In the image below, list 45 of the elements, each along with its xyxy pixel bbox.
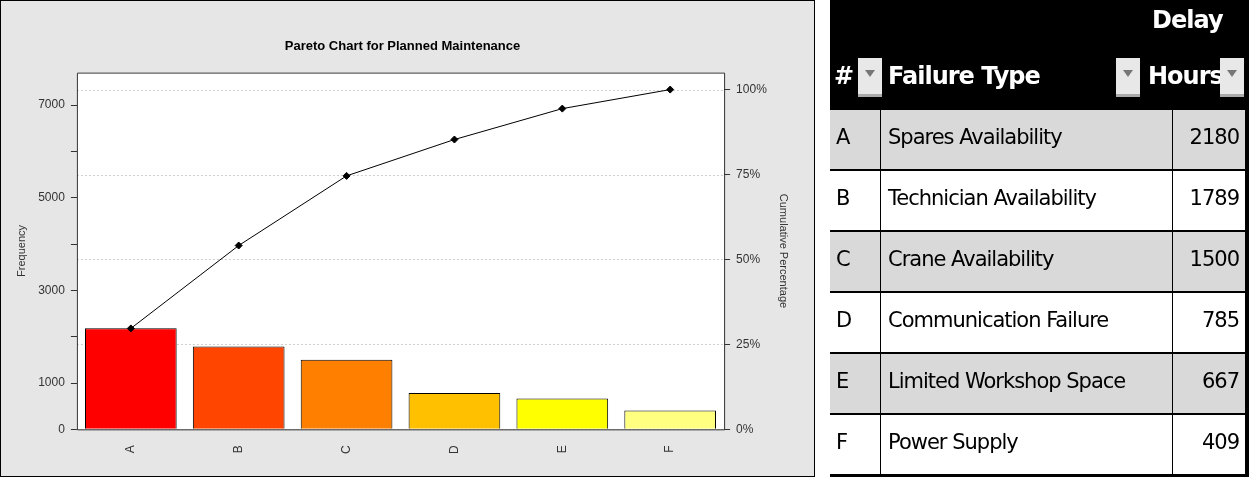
text: # [834, 62, 854, 90]
text: D [836, 308, 852, 332]
text: 785 [1201, 308, 1239, 332]
text: Crane Availability [888, 247, 1054, 271]
point [666, 85, 675, 94]
point [342, 171, 351, 180]
x-tick-label: D [446, 445, 461, 455]
point [558, 104, 567, 113]
y2-tick-label: 0% [736, 421, 754, 436]
text: 667 [1201, 369, 1239, 393]
y2-tick-label: 100% [736, 81, 768, 96]
y2-tick-label: 75% [736, 166, 761, 181]
text: Power Supply [888, 430, 1018, 454]
y-tick-label: 5000 [38, 190, 66, 204]
x-tick-label: E [554, 445, 569, 454]
chart-title: Pareto Chart for Planned Maintenance [284, 38, 521, 54]
text: Spares Availability [888, 125, 1062, 149]
text: 2180 [1189, 125, 1239, 149]
text: Technician Availability [888, 186, 1096, 210]
y2-tick-label: 50% [736, 251, 761, 266]
y-tick-label: 3000 [38, 282, 66, 297]
point [450, 135, 459, 144]
y-tick-label: 1000 [38, 375, 66, 390]
text: C [836, 247, 850, 271]
y-axis-title: Frequency [14, 224, 27, 277]
point [126, 324, 135, 333]
text: Limited Workshop Space [888, 369, 1126, 393]
y2-axis-title: Cumulative Percentage [778, 193, 791, 309]
y-tick-label: 7000 [38, 97, 66, 112]
text: Delay Hours [1148, 6, 1223, 90]
text: E [836, 369, 849, 393]
y-tick-label: 0 [58, 421, 66, 436]
text: B [836, 186, 850, 210]
text: 1500 [1189, 247, 1239, 271]
text: 1789 [1189, 186, 1239, 210]
x-tick-label: A [123, 445, 138, 454]
x-tick-label: C [338, 445, 353, 455]
text: Communication Failure [888, 308, 1109, 332]
text: A [836, 125, 850, 149]
x-tick-label: B [231, 445, 246, 454]
point [234, 241, 243, 250]
text: 409 [1201, 430, 1239, 454]
text: Failure Type [888, 62, 1040, 90]
x-tick-label: F [662, 445, 677, 453]
y2-tick-label: 25% [736, 336, 761, 351]
